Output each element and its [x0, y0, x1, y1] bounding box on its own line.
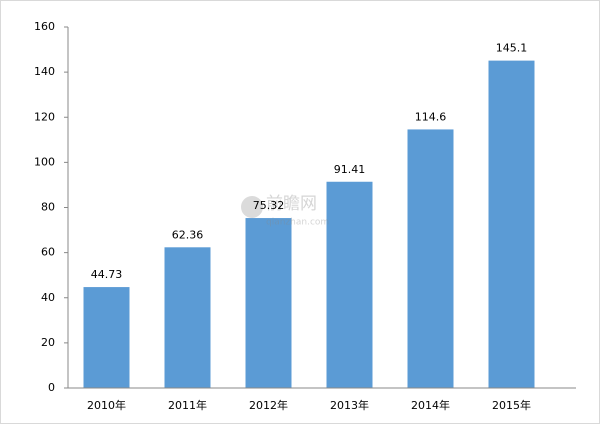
y-tick-label: 0	[48, 381, 55, 394]
data-label: 75.32	[253, 199, 285, 212]
watermark: 前瞻网 qianzhan.com	[241, 194, 329, 228]
bar	[245, 218, 292, 388]
y-tick-label: 120	[34, 110, 55, 123]
data-label: 62.36	[172, 228, 204, 241]
bar	[326, 181, 373, 388]
y-tick-label: 140	[34, 65, 55, 78]
y-tick-label: 60	[41, 246, 55, 259]
bar	[164, 247, 211, 388]
y-tick-label: 40	[41, 291, 55, 304]
x-tick-label: 2015年	[492, 398, 531, 412]
data-label: 114.6	[415, 110, 447, 123]
bar	[407, 129, 454, 388]
watermark-logo	[241, 196, 263, 218]
data-label: 145.1	[496, 42, 528, 55]
y-tick-label: 160	[34, 20, 55, 33]
data-label: 44.73	[91, 268, 123, 281]
bar	[83, 287, 130, 388]
data-label: 91.41	[334, 163, 366, 176]
x-tick-label: 2011年	[168, 398, 207, 412]
y-tick-label: 80	[41, 201, 55, 214]
x-tick-label: 2012年	[249, 398, 288, 412]
bar	[488, 60, 535, 388]
x-tick-label: 2013年	[330, 398, 369, 412]
x-tick-label: 2014年	[411, 398, 450, 412]
y-tick-label: 20	[41, 336, 55, 349]
x-tick-label: 2010年	[87, 398, 126, 412]
watermark-name: 前瞻网	[266, 194, 317, 214]
y-tick-label: 100	[34, 155, 55, 168]
watermark-url: qianzhan.com	[266, 218, 329, 228]
